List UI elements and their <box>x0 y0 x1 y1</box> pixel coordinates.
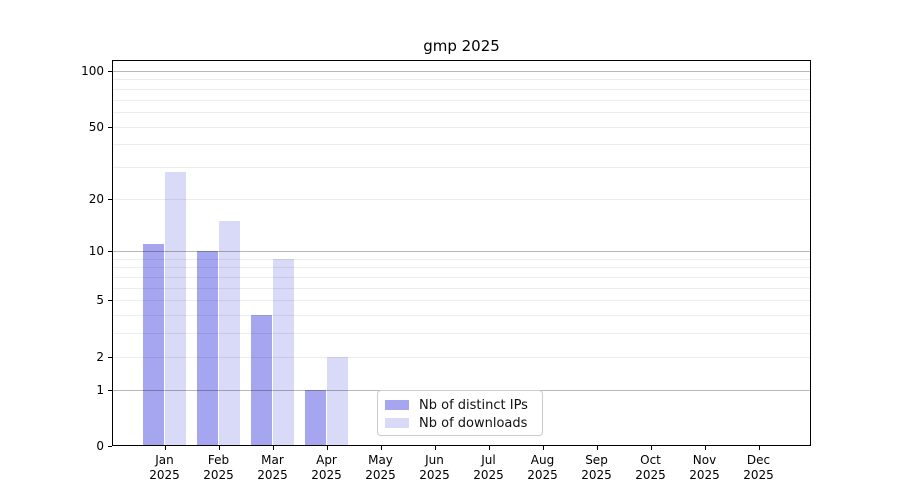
x-tick-mark-jan <box>164 446 166 450</box>
y-tick-mark-2 <box>108 356 112 358</box>
y-tick-label-0: 0 <box>96 439 104 453</box>
y-tick-label-5: 5 <box>96 293 104 308</box>
gridline-minor-90 <box>112 79 811 81</box>
gridline-minor-50 <box>112 126 811 128</box>
gridline-minor-9 <box>112 258 811 260</box>
x-tick-mark-mar <box>272 446 274 450</box>
y-tick-mark-20 <box>108 198 112 200</box>
x-tick-label-nov: Nov 2025 <box>689 453 720 482</box>
x-tick-label-dec: Dec 2025 <box>743 453 774 482</box>
legend-item-downloads: Nb of downloads <box>385 414 534 432</box>
x-tick-label-aug: Aug 2025 <box>527 453 558 482</box>
gridline-minor-30 <box>112 166 811 168</box>
legend-swatch-distinct-ips <box>385 400 409 410</box>
gridline-minor-40 <box>112 144 811 146</box>
bar-nb-of-downloads-apr <box>327 356 348 446</box>
bar-nb-of-distinct-ips-feb <box>197 251 218 446</box>
x-tick-mark-apr <box>326 446 328 450</box>
bar-nb-of-distinct-ips-apr <box>305 389 326 446</box>
y-tick-mark-50 <box>108 126 112 128</box>
x-tick-label-jul: Jul 2025 <box>473 453 504 482</box>
y-tick-mark-1 <box>108 389 112 391</box>
bar-nb-of-downloads-feb <box>219 220 240 446</box>
gridline-minor-6 <box>112 287 811 289</box>
x-tick-mark-jun <box>434 446 436 450</box>
x-tick-label-feb: Feb 2025 <box>203 453 234 482</box>
x-tick-label-sep: Sep 2025 <box>581 453 612 482</box>
x-tick-mark-nov <box>704 446 706 450</box>
gridline-minor-8 <box>112 267 811 269</box>
gridline-minor-2 <box>112 356 811 358</box>
x-tick-label-apr: Apr 2025 <box>311 453 342 482</box>
y-tick-mark-5 <box>108 300 112 302</box>
x-tick-mark-feb <box>218 446 220 450</box>
x-tick-label-jan: Jan 2025 <box>149 453 180 482</box>
y-tick-label-50: 50 <box>88 119 104 134</box>
x-tick-mark-oct <box>650 446 652 450</box>
legend-swatch-downloads <box>385 418 409 428</box>
gridline-minor-60 <box>112 111 811 113</box>
x-tick-mark-sep <box>596 446 598 450</box>
y-tick-mark-0 <box>108 446 112 447</box>
y-tick-mark-10 <box>108 251 112 253</box>
gridline-minor-7 <box>112 277 811 279</box>
gridline-minor-70 <box>112 99 811 101</box>
x-tick-mark-jul <box>488 446 490 450</box>
gridline-major-100 <box>112 71 811 72</box>
y-tick-label-20: 20 <box>88 191 104 206</box>
chart-title: gmp 2025 <box>423 37 500 55</box>
gridline-minor-4 <box>112 315 811 317</box>
x-tick-label-may: May 2025 <box>365 453 396 482</box>
legend-item-distinct-ips: Nb of distinct IPs <box>385 396 534 414</box>
legend: Nb of distinct IPs Nb of downloads <box>377 390 543 436</box>
x-tick-mark-may <box>380 446 382 450</box>
bar-nb-of-distinct-ips-mar <box>251 315 272 446</box>
gridline-minor-20 <box>112 198 811 200</box>
gridline-minor-5 <box>112 300 811 302</box>
y-tick-label-10: 10 <box>88 244 104 259</box>
gridline-minor-3 <box>112 333 811 335</box>
x-tick-label-oct: Oct 2025 <box>635 453 666 482</box>
gridline-major-10 <box>112 251 811 253</box>
legend-label-downloads: Nb of downloads <box>419 415 528 431</box>
y-tick-mark-100 <box>108 71 112 72</box>
x-tick-label-mar: Mar 2025 <box>257 453 288 482</box>
y-tick-label-1: 1 <box>96 382 104 397</box>
y-tick-label-100: 100 <box>81 64 104 78</box>
x-tick-mark-dec <box>758 446 760 450</box>
bar-nb-of-distinct-ips-jan <box>143 244 164 446</box>
legend-label-distinct-ips: Nb of distinct IPs <box>419 397 528 413</box>
gridline-minor-80 <box>112 88 811 90</box>
x-tick-label-jun: Jun 2025 <box>419 453 450 482</box>
y-tick-label-2: 2 <box>96 349 104 364</box>
bar-nb-of-downloads-mar <box>273 258 294 446</box>
bar-nb-of-downloads-jan <box>165 172 186 446</box>
x-tick-mark-aug <box>542 446 544 450</box>
